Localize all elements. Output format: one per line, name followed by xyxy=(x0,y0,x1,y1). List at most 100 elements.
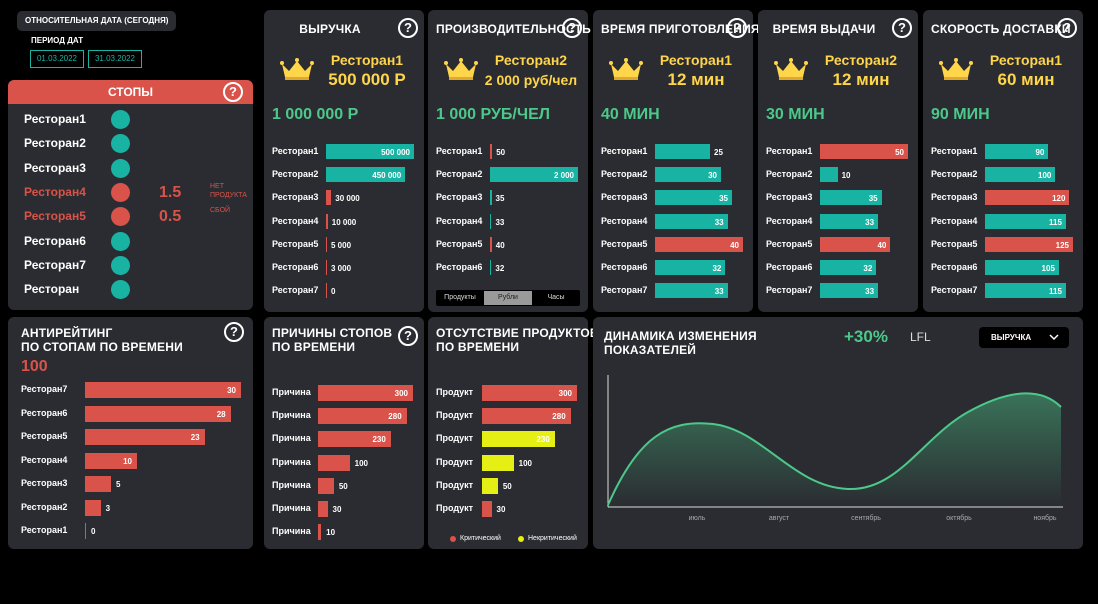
list-bar-value: 23 xyxy=(190,433,200,442)
kpi-bar[interactable] xyxy=(326,236,327,252)
kpi-bar[interactable] xyxy=(490,167,578,183)
kpi-bar[interactable] xyxy=(326,167,406,183)
kpi-panel: ВРЕМЯ ПРИГОТОВЛЕНИЯ? Ресторан1 12 мин 40 МИ… xyxy=(593,10,760,312)
kpi-bar[interactable] xyxy=(655,260,726,275)
kpi-bar[interactable] xyxy=(490,236,492,252)
kpi-bar[interactable] xyxy=(820,283,879,299)
date-to-input[interactable]: 31.03.2022 xyxy=(88,50,142,68)
kpi-bar-value: 30 xyxy=(708,171,717,181)
date-from-input[interactable]: 01.03.2022 xyxy=(30,50,84,68)
kpi-bar[interactable] xyxy=(655,213,728,229)
list-bar[interactable] xyxy=(85,429,205,445)
kpi-bar[interactable] xyxy=(490,144,493,159)
list-bar[interactable] xyxy=(482,454,514,471)
kpi-bar[interactable] xyxy=(985,260,1059,275)
kpi-bar-value: 32 xyxy=(863,264,873,273)
metric-select[interactable]: ВЫРУЧКА xyxy=(979,327,1069,348)
list-bar[interactable] xyxy=(482,385,577,401)
kpi-bar[interactable] xyxy=(326,213,328,229)
relative-date-button[interactable]: ОТНОСИТЕЛЬНАЯ ДАТА (СЕГОДНЯ) xyxy=(17,11,177,31)
list-row-label: Ресторан3 xyxy=(21,478,68,488)
kpi-bar[interactable] xyxy=(655,236,743,252)
list-bar[interactable] xyxy=(318,431,391,448)
kpi-row-label: Ресторан4 xyxy=(601,215,648,226)
kpi-bar[interactable] xyxy=(820,144,908,159)
crown-icon xyxy=(774,58,808,80)
kpi-row-label: Ресторан3 xyxy=(272,192,319,203)
kpi-help-icon[interactable]: ? xyxy=(727,18,747,38)
kpi-bar[interactable] xyxy=(985,283,1066,299)
list-bar[interactable] xyxy=(482,431,555,448)
kpi-bar[interactable] xyxy=(985,213,1066,229)
kpi-bar[interactable] xyxy=(655,144,710,159)
kpi-panel: ВЫРУЧКА? Ресторан1 500 000 Р 1 000 000 Р Рес… xyxy=(264,10,424,312)
kpi-help-icon[interactable]: ? xyxy=(1057,18,1077,38)
kpi-bar[interactable] xyxy=(326,144,414,159)
list-bar[interactable] xyxy=(482,501,492,517)
kpi-bar[interactable] xyxy=(326,190,332,206)
kpi-bar[interactable] xyxy=(820,167,838,183)
kpi-bar[interactable] xyxy=(985,236,1073,252)
list-bar[interactable] xyxy=(85,499,101,516)
list-bar[interactable] xyxy=(85,382,241,398)
kpi-help-icon[interactable]: ? xyxy=(562,18,582,38)
list-bar[interactable] xyxy=(318,477,334,494)
kpi-bar[interactable] xyxy=(820,260,877,275)
kpi-help-icon[interactable]: ? xyxy=(398,18,418,38)
kpi-bar[interactable] xyxy=(655,283,728,299)
stop-status-dot xyxy=(111,255,130,275)
list-bar[interactable] xyxy=(85,452,137,469)
list-bar[interactable] xyxy=(318,385,413,401)
unit-toggle-option[interactable]: Продукты xyxy=(444,294,476,301)
kpi-bar[interactable] xyxy=(655,167,721,183)
antirating-panel: АНТИРЕЙТИНГ ПО СТОПАМ ПО ВРЕМЕНИ ? 100 Ре… xyxy=(8,317,253,549)
kpi-bar-value: 33 xyxy=(865,287,875,297)
crown-icon xyxy=(609,58,643,80)
list-bar[interactable] xyxy=(482,408,571,425)
kpi-bar[interactable] xyxy=(490,213,492,229)
kpi-bar[interactable] xyxy=(326,283,327,299)
unit-toggle-option[interactable]: Рубли xyxy=(484,291,532,305)
list-bar[interactable] xyxy=(85,405,231,422)
kpi-bar[interactable] xyxy=(820,190,882,206)
dynamics-chart: июль август сентябрь октябрь ноябрь xyxy=(607,375,1063,522)
list-row-label: Продукт xyxy=(436,433,474,444)
kpi-leader-name: Ресторан1 xyxy=(330,52,404,68)
list-bar[interactable] xyxy=(318,454,350,471)
kpi-row-label: Ресторан1 xyxy=(766,146,813,156)
list-bar[interactable] xyxy=(318,524,322,541)
kpi-bar-value: 10 xyxy=(841,171,851,181)
dynamics-change: +30% xyxy=(844,327,888,346)
list-bar[interactable] xyxy=(318,408,407,425)
unit-toggle-option[interactable]: Часы xyxy=(547,294,565,301)
kpi-bar[interactable] xyxy=(490,190,492,206)
kpi-bar[interactable] xyxy=(985,190,1070,206)
kpi-leader: Ресторан1 12 мин xyxy=(645,50,747,90)
kpi-help-icon[interactable]: ? xyxy=(892,18,912,38)
kpi-row-label: Ресторан6 xyxy=(931,262,978,272)
missing-title: ОТСУТСТВИЕ ПРОДУКТОВ ПО ВРЕМЕНИ xyxy=(436,326,599,354)
list-bar-value: 28 xyxy=(216,409,226,419)
kpi-title: ВРЕМЯ ПРИГОТОВЛЕНИЯ xyxy=(601,22,760,36)
reasons-panel: ПРИЧИНЫ СТОПОВ ПО ВРЕМЕНИ ? Причина 300 При… xyxy=(264,317,424,549)
antirating-help-icon[interactable]: ? xyxy=(224,322,244,342)
list-bar[interactable] xyxy=(482,477,498,494)
kpi-bar-value: 105 xyxy=(1041,264,1055,273)
kpi-row-label: Ресторан7 xyxy=(272,285,319,296)
reasons-help-icon[interactable]: ? xyxy=(398,326,418,346)
stop-status-dot xyxy=(111,134,130,154)
stops-help-icon[interactable]: ? xyxy=(223,82,243,102)
kpi-bar[interactable] xyxy=(820,213,879,229)
kpi-bar[interactable] xyxy=(985,167,1056,183)
list-bar[interactable] xyxy=(318,501,328,517)
list-row-label: Ресторан7 xyxy=(21,384,68,394)
kpi-bar[interactable] xyxy=(326,260,327,275)
list-bar[interactable] xyxy=(85,476,111,492)
kpi-row-label: Ресторан7 xyxy=(601,285,648,296)
list-bar[interactable] xyxy=(85,523,86,539)
kpi-bar[interactable] xyxy=(655,190,732,206)
kpi-bar[interactable] xyxy=(820,236,891,252)
kpi-bar[interactable] xyxy=(985,144,1049,159)
kpi-bar[interactable] xyxy=(490,260,492,275)
kpi-row-label: Ресторан7 xyxy=(766,285,813,296)
